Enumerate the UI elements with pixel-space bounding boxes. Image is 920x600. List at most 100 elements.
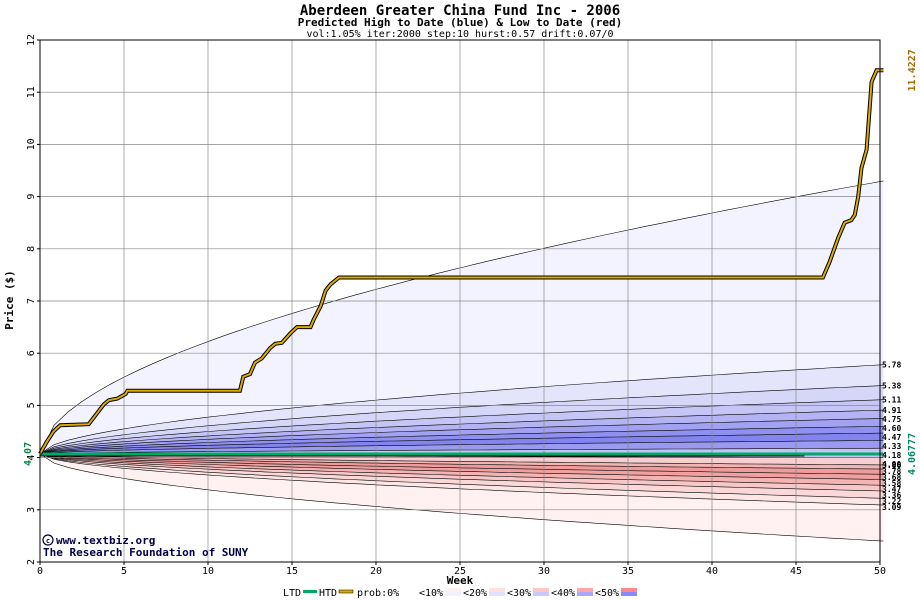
band-end-label: 4.00	[882, 460, 901, 469]
high-band	[40, 385, 884, 454]
grid-lines	[40, 40, 880, 562]
band-boundary	[39, 453, 884, 542]
band-end-label: 4.91	[882, 406, 901, 415]
x-tick-label: 30	[538, 566, 550, 577]
high-band	[40, 399, 884, 454]
chart-params: vol:1.05% iter:2000 step:10 hurst:0.57 d…	[306, 29, 613, 40]
legend-prob-swatch-red	[401, 588, 417, 592]
end-low-label: 4.06777	[907, 433, 918, 475]
x-tick-label: 5	[121, 566, 127, 577]
band-end-label: 5.11	[882, 396, 901, 405]
legend-prob-swatch-blue	[577, 592, 593, 596]
band-end-label: 3.86	[882, 461, 901, 470]
low-band	[40, 453, 884, 499]
legend-prob-label: prob:0%	[357, 588, 399, 599]
low-band	[40, 453, 884, 491]
band-end-label: 5.38	[882, 382, 901, 391]
band-boundary	[39, 453, 884, 506]
x-tick-label: 20	[370, 566, 382, 577]
legend-htd-label: HTD	[319, 588, 337, 599]
legend-prob-label: <40%	[551, 588, 575, 599]
x-tick-label: 35	[622, 566, 634, 577]
credit-org: The Research Foundation of SUNY	[43, 546, 249, 559]
band-end-label: 3.78	[882, 467, 901, 476]
high-band	[40, 440, 884, 454]
copyright-icon	[42, 534, 54, 546]
band-boundary	[39, 399, 884, 455]
credit-url: www.textbiz.org	[56, 534, 155, 547]
band-end-label: 3.47	[882, 485, 901, 494]
y-tick-label: 8	[26, 246, 37, 252]
band-end-label: 4.60	[882, 424, 901, 433]
y-tick-label: 5	[26, 402, 37, 408]
low-band	[40, 453, 884, 542]
legend-htd-swatch	[338, 589, 354, 594]
series-lines	[38, 68, 884, 457]
credits: c www.textbiz.org The Research Foundatio…	[42, 534, 249, 559]
band-boundary	[39, 385, 884, 455]
band-boundary	[39, 440, 884, 455]
band-boundary	[39, 426, 884, 455]
band-boundary	[39, 453, 884, 480]
legend-prob-swatch-blue	[401, 592, 417, 596]
band-boundary	[39, 364, 884, 455]
legend-ltd-swatch	[303, 590, 317, 593]
band-end-label: 5.78	[882, 361, 901, 370]
band-boundary	[39, 453, 884, 492]
band-end-label: 4.75	[882, 415, 901, 424]
low-band	[40, 453, 884, 475]
y-tick-label: 3	[26, 507, 37, 513]
y-tick-label: 6	[26, 350, 37, 356]
legend-prob-swatch-blue	[533, 592, 549, 596]
legend-prob-swatch-blue	[621, 592, 637, 596]
x-tick-label: 50	[874, 566, 886, 577]
low-band	[40, 453, 884, 506]
chart-subtitle: Predicted High to Date (blue) & Low to D…	[298, 16, 623, 29]
x-tick-label: 40	[706, 566, 718, 577]
band-end-label: 4.33	[882, 442, 901, 451]
legend: LTD HTD prob:0% <10% <20% <30% <40% <50%	[283, 588, 637, 599]
band-boundary	[39, 418, 884, 455]
band-end-label: 3.58	[882, 479, 901, 488]
x-tick-label: 0	[37, 566, 43, 577]
y-tick-label: 12	[26, 34, 37, 46]
band-boundary	[39, 432, 884, 455]
probability-bands	[39, 180, 884, 542]
x-axis-ticks: 0 5 10 15 20 25 30 35 40 45 50	[37, 562, 886, 577]
legend-ltd-label: LTD	[283, 588, 301, 599]
band-end-label: 3.36	[882, 491, 901, 500]
legend-prob-swatch-blue	[489, 592, 505, 596]
band-boundary	[39, 180, 884, 455]
start-price-label: 4.07	[23, 442, 34, 466]
legend-prob-swatch-red	[577, 588, 593, 592]
y-axis-ticks: 2 3 4 5 6 7 8 9 10 11 12	[26, 34, 40, 565]
band-end-label: 3.09	[882, 503, 901, 512]
end-high-label: 11.4227	[907, 49, 918, 91]
y-tick-label: 10	[26, 138, 37, 150]
y-tick-label: 11	[26, 86, 37, 98]
high-band	[40, 418, 884, 454]
x-tick-label: 10	[202, 566, 214, 577]
band-boundary	[39, 453, 884, 466]
y-axis-label: Price ($)	[3, 270, 16, 330]
x-axis-label: Week	[447, 574, 474, 587]
high-band	[40, 433, 884, 454]
y-tick-label: 4	[26, 455, 37, 461]
band-boundary	[39, 453, 884, 470]
chart-title: Aberdeen Greater China Fund Inc - 2006	[300, 3, 620, 19]
band-end-label: 4.47	[882, 433, 901, 442]
legend-prob-label: <10%	[419, 588, 443, 599]
low-band	[40, 453, 884, 480]
legend-prob-label: <50%	[595, 588, 619, 599]
legend-prob-swatch-red	[445, 588, 461, 592]
low-band	[40, 453, 884, 486]
band-end-label: 3.22	[882, 497, 901, 506]
high-band	[40, 364, 884, 454]
band-boundary	[39, 447, 884, 455]
right-band-labels: 5.78 5.38 5.114.914.754.604.474.334.184.00…	[882, 361, 901, 512]
legend-prob-swatch-red	[621, 588, 637, 592]
band-boundary	[39, 409, 884, 455]
y-tick-label: 9	[26, 194, 37, 200]
x-tick-label: 45	[790, 566, 802, 577]
